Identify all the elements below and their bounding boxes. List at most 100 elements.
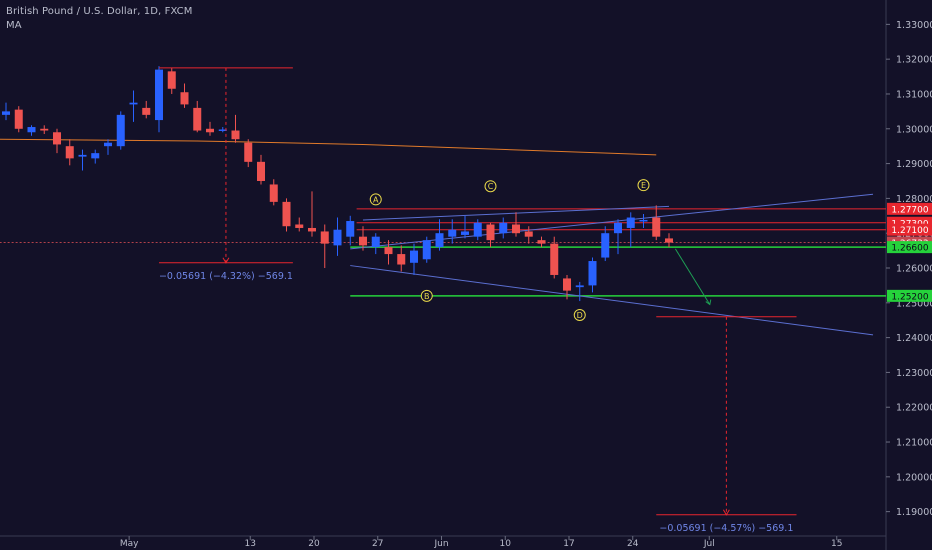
y-tick-label: 1.19000 <box>896 507 932 518</box>
price-level-label: 1.26600 <box>891 244 928 254</box>
pattern-label: A <box>373 195 379 204</box>
pattern-label: E <box>641 181 646 190</box>
candle-body <box>116 114 125 147</box>
candle-body <box>78 154 87 157</box>
price-axis-area <box>886 0 932 550</box>
y-tick-label: 1.22000 <box>896 403 932 414</box>
candle-body <box>91 153 100 159</box>
pattern-label-circle <box>573 308 586 321</box>
price-level-tag <box>887 241 932 254</box>
y-tick-label: 1.25000 <box>896 298 932 309</box>
x-tick-label: 17 <box>563 539 574 549</box>
pattern-label: C <box>488 182 494 191</box>
candle-body <box>575 285 584 288</box>
y-tick-label: 1.30000 <box>896 124 932 135</box>
candle-body <box>448 229 457 237</box>
candle-body <box>563 278 571 291</box>
candle-body <box>206 128 214 133</box>
candle-body <box>652 217 661 237</box>
x-tick-label: 24 <box>627 539 639 549</box>
trendline <box>350 265 874 336</box>
candle-body <box>257 161 265 181</box>
candle-body <box>231 130 240 140</box>
ma-line <box>0 138 657 156</box>
pattern-label: D <box>577 311 583 320</box>
y-tick-label: 1.33000 <box>896 20 932 31</box>
candle-body <box>14 109 23 129</box>
candle-body <box>384 247 393 255</box>
candle-body <box>512 224 520 234</box>
candle-body <box>129 102 138 105</box>
measure-label: −0.05691 (−4.57%) −569.1 <box>659 523 793 534</box>
candle-body <box>537 240 546 244</box>
y-tick-label: 1.32000 <box>896 55 932 66</box>
candle-body <box>422 240 431 260</box>
pattern-label-circle <box>420 289 433 302</box>
candle-body <box>2 111 10 115</box>
y-tick-label: 1.21000 <box>896 438 932 449</box>
y-tick-label: 1.24000 <box>896 333 932 344</box>
candle-body <box>486 224 495 241</box>
candle-body <box>269 184 278 202</box>
candle-body <box>27 127 36 133</box>
x-tick-label: 10 <box>500 539 512 549</box>
candle-body <box>601 233 610 258</box>
y-tick-label: 1.31000 <box>896 89 932 100</box>
candle-body <box>473 222 482 237</box>
candle-body <box>550 243 559 275</box>
candle-body <box>524 231 533 237</box>
candle-body <box>371 236 380 248</box>
candle-body <box>588 261 597 286</box>
y-tick-label: 1.20000 <box>896 472 932 483</box>
candle-body <box>626 217 635 228</box>
indicator-label-ma: MA <box>6 20 22 31</box>
symbol-title: British Pound / U.S. Dollar, 1D, FXCM <box>6 6 193 17</box>
x-tick-label: 15 <box>831 539 842 549</box>
candle-body <box>218 129 227 131</box>
candle-body <box>333 229 342 246</box>
candle-body <box>308 227 316 232</box>
y-tick-label: 1.26000 <box>896 264 932 275</box>
candle-body <box>665 238 673 243</box>
candle-body <box>282 201 291 227</box>
x-tick-label: Jul <box>703 539 715 549</box>
price-level-label: 1.27700 <box>891 205 928 215</box>
x-tick-label: 13 <box>245 539 256 549</box>
candle-body <box>346 221 355 237</box>
candle-body <box>193 107 202 131</box>
candle-body <box>142 107 151 115</box>
price-level-tag <box>887 289 932 302</box>
y-tick-label: 1.28000 <box>896 194 932 205</box>
y-tick-label: 1.29000 <box>896 159 932 170</box>
projection-arrow-line <box>674 248 711 305</box>
price-level-label: 1.25200 <box>891 292 928 302</box>
candle-body <box>244 142 253 162</box>
candle-body <box>104 142 112 147</box>
measure-arrowhead <box>722 509 730 516</box>
candle-body <box>410 250 418 263</box>
candle-body <box>614 222 622 234</box>
candle-body <box>65 146 74 159</box>
pattern-label-circle <box>637 179 650 192</box>
candle-body <box>435 233 444 248</box>
candle-body <box>461 231 469 235</box>
projection-arrowhead <box>705 299 712 306</box>
pattern-label-circle <box>369 193 382 206</box>
candle-body <box>359 236 367 246</box>
candle-body <box>167 71 176 89</box>
measure-arrowhead <box>222 257 230 264</box>
pattern-label: B <box>424 292 430 301</box>
candle-body <box>397 254 406 265</box>
candle-body <box>180 92 189 105</box>
x-tick-label: Jun <box>433 539 448 549</box>
measure-label: −0.05691 (−4.32%) −569.1 <box>159 271 293 282</box>
candle-body <box>155 69 163 121</box>
x-tick-label: May <box>120 539 139 549</box>
candle-body <box>295 224 304 228</box>
candle-body <box>320 231 329 244</box>
candle-body <box>639 219 648 222</box>
y-tick-label: 1.23000 <box>896 368 932 379</box>
candle-body <box>53 132 61 145</box>
